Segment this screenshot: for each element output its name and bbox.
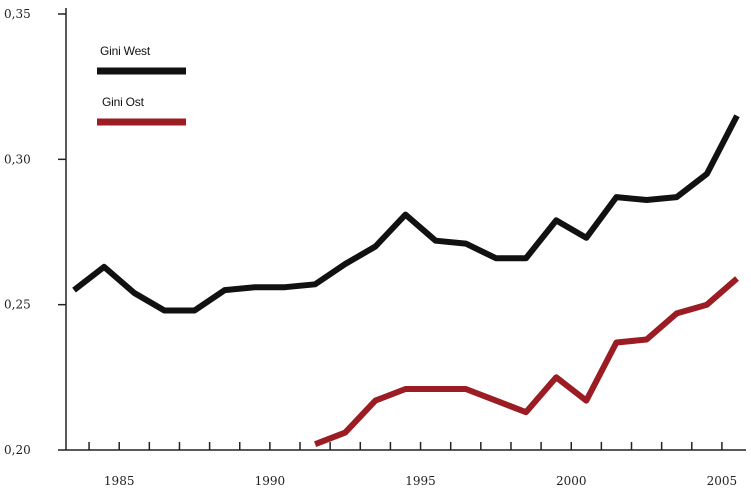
x-ticks [88,442,723,450]
y-tick-label: 0,25 [4,298,31,312]
legend-item-ost: Gini Ost [97,95,186,126]
y-tick-label: 0,35 [4,7,31,21]
y-tick-label: 0,30 [4,152,31,166]
legend-label-ost: Gini Ost [102,95,145,109]
axes: 0,20 0,25 0,30 0,35 1985 1990 1995 2000 2005 [4,7,746,488]
x-tick-label: 2000 [556,474,587,488]
y-ticks [58,13,66,451]
x-tick-label: 1990 [255,474,286,488]
y-tick-label: 0,20 [4,443,31,457]
x-tick-label: 2005 [707,474,738,488]
series-line-gini-west [72,114,740,314]
series-line-gini-ost [314,276,739,447]
x-tick-label: 1995 [405,474,436,488]
x-tick-labels: 1985 1990 1995 2000 2005 [104,474,737,488]
legend: Gini West Gini Ost [97,44,186,126]
legend-label-west: Gini West [100,44,151,58]
legend-item-west: Gini West [97,44,186,75]
y-tick-labels: 0,20 0,25 0,30 0,35 [4,7,31,457]
series-group [72,114,740,447]
x-tick-label: 1985 [104,474,135,488]
